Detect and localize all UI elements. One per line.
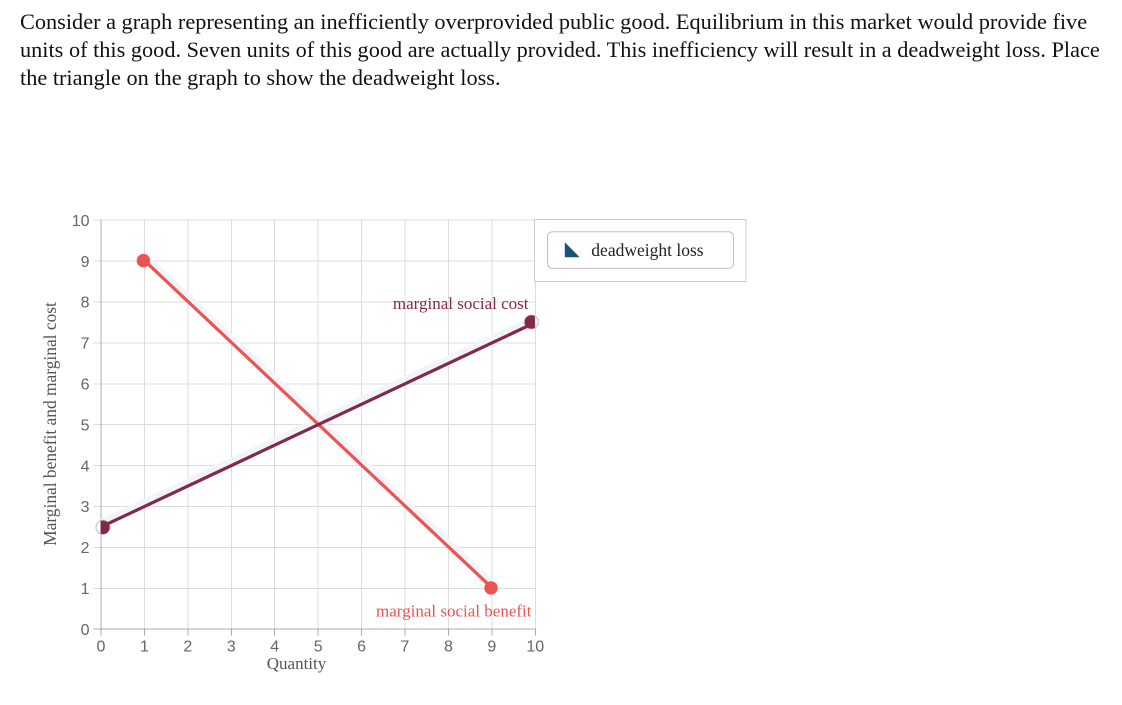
svg-text:9: 9 (487, 639, 496, 656)
svg-text:6: 6 (81, 377, 90, 394)
svg-text:Quantity: Quantity (267, 654, 327, 673)
svg-text:4: 4 (270, 639, 279, 656)
svg-text:0: 0 (97, 639, 106, 656)
svg-text:6: 6 (357, 639, 366, 656)
svg-text:9: 9 (81, 254, 90, 271)
svg-text:Marginal benefit and marginal: Marginal benefit and marginal cost (40, 302, 60, 546)
svg-text:deadweight loss: deadweight loss (591, 240, 703, 260)
svg-text:3: 3 (227, 639, 236, 656)
svg-text:7: 7 (401, 639, 410, 656)
svg-text:3: 3 (81, 499, 90, 516)
svg-text:0: 0 (81, 622, 90, 639)
svg-text:marginal social cost: marginal social cost (393, 294, 529, 313)
svg-text:8: 8 (81, 295, 90, 312)
svg-text:1: 1 (81, 581, 90, 598)
svg-text:2: 2 (183, 639, 192, 656)
svg-text:7: 7 (81, 336, 90, 353)
svg-text:marginal social benefit: marginal social benefit (376, 601, 532, 620)
svg-text:5: 5 (81, 417, 90, 434)
svg-text:1: 1 (140, 639, 149, 656)
svg-text:8: 8 (444, 639, 453, 656)
svg-text:5: 5 (314, 639, 323, 656)
svg-text:10: 10 (72, 213, 90, 230)
svg-text:2: 2 (81, 540, 90, 557)
svg-text:10: 10 (526, 639, 544, 656)
svg-text:4: 4 (81, 458, 90, 475)
